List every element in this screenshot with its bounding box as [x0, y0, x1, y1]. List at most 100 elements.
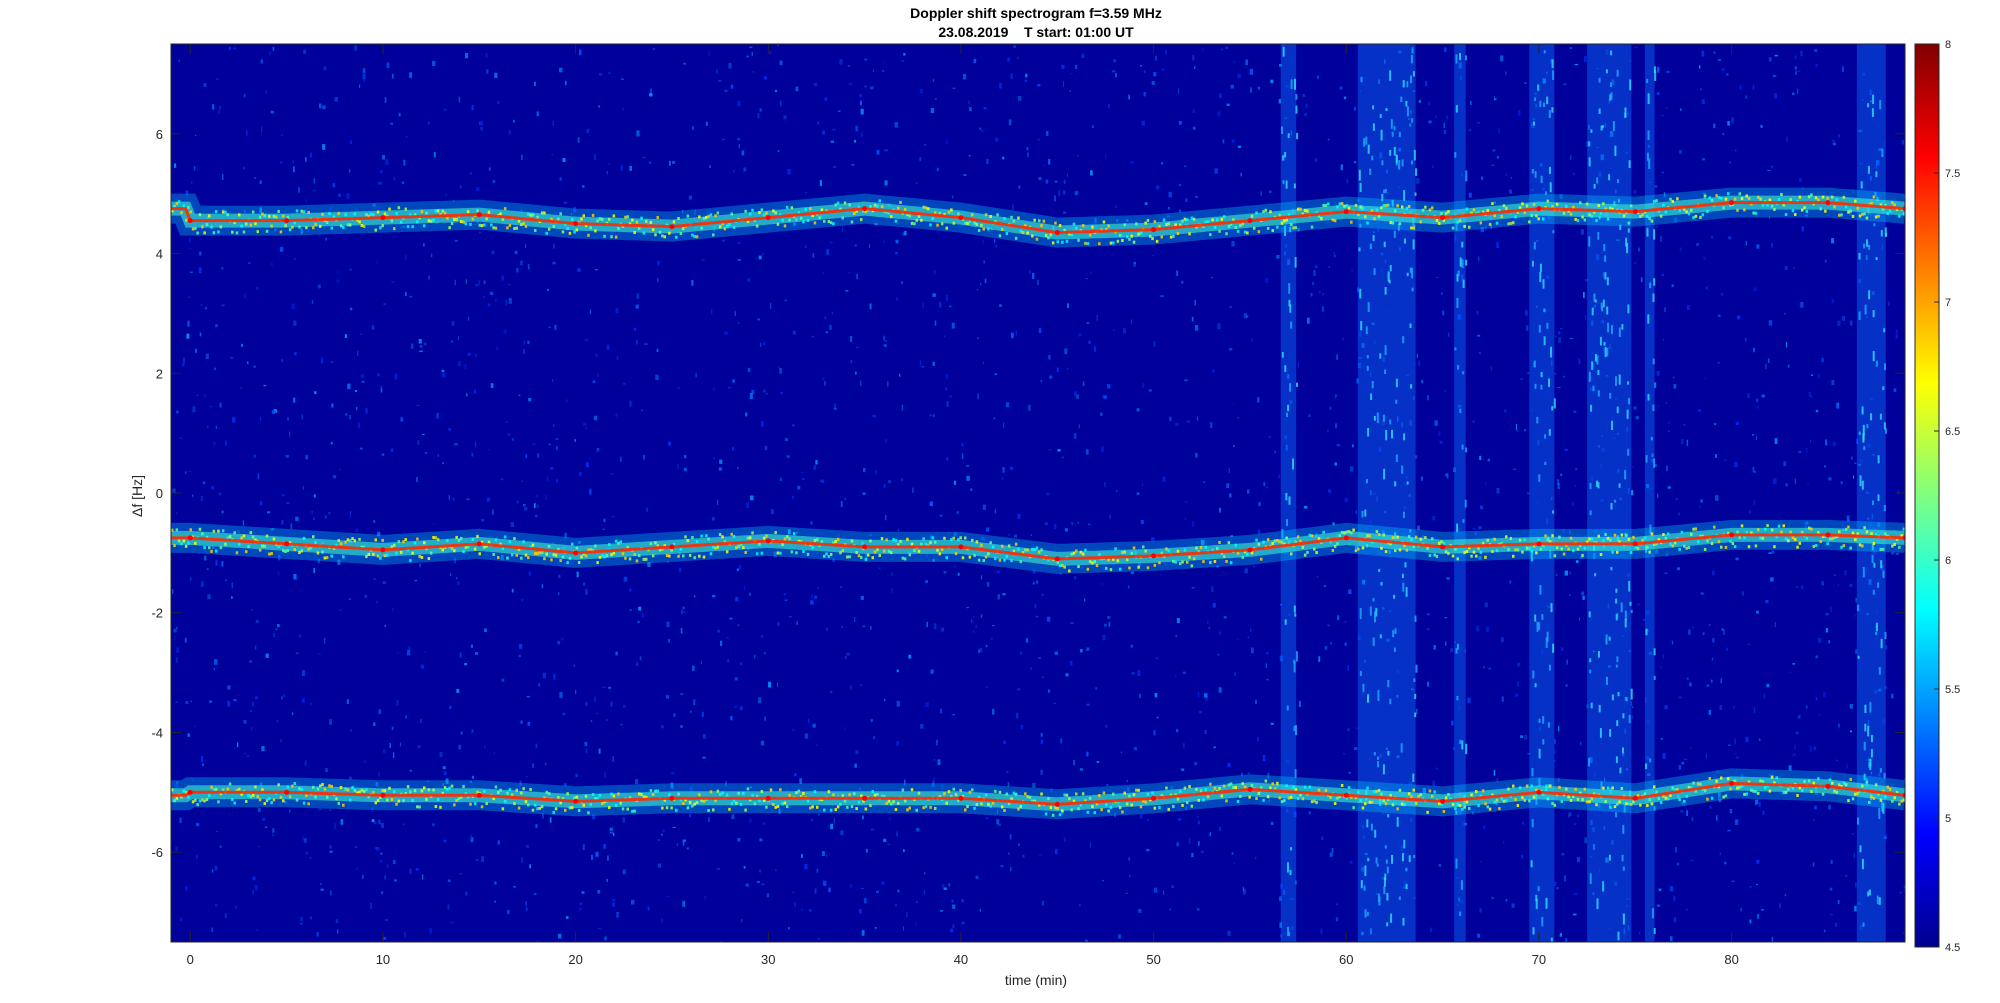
trace-speck — [1611, 207, 1614, 211]
noise-speck — [1829, 914, 1833, 916]
trace-speck — [284, 550, 287, 553]
trace-speck — [776, 551, 780, 555]
trace-speck — [1655, 199, 1658, 203]
interference-speck — [1549, 182, 1552, 193]
noise-speck — [930, 108, 935, 114]
noise-speck — [1247, 489, 1250, 494]
noise-speck — [901, 404, 904, 411]
trace-speck — [1766, 203, 1769, 207]
trace-speck — [1627, 538, 1631, 541]
noise-speck — [1645, 697, 1647, 703]
trace-speck — [1798, 195, 1802, 199]
interference-speck — [1872, 500, 1874, 506]
noise-speck — [454, 239, 458, 242]
noise-speck — [487, 449, 491, 451]
noise-speck — [1784, 312, 1786, 315]
noise-speck — [1194, 300, 1196, 306]
noise-speck — [379, 860, 382, 863]
noise-speck — [1085, 449, 1089, 455]
interference-speck — [1627, 304, 1630, 314]
trace-speck — [654, 541, 657, 545]
noise-speck — [935, 98, 937, 100]
interference-speck — [1366, 819, 1369, 828]
interference-speck — [1868, 889, 1871, 896]
noise-speck — [1788, 765, 1792, 771]
trace-speck — [672, 542, 676, 546]
noise-speck — [751, 389, 755, 395]
noise-speck — [784, 599, 788, 601]
interference-speck — [1535, 894, 1538, 901]
noise-speck — [832, 558, 835, 562]
trace-point — [1343, 209, 1349, 215]
noise-speck — [1874, 690, 1878, 694]
trace-speck — [601, 802, 604, 805]
interference-speck — [1400, 96, 1403, 103]
noise-speck — [576, 571, 579, 578]
trace-speck — [1683, 544, 1686, 548]
noise-speck — [1579, 617, 1581, 621]
noise-speck — [1386, 747, 1388, 751]
interference-speck — [1365, 136, 1368, 145]
trace-speck — [1891, 544, 1894, 548]
interference-speck — [1878, 897, 1881, 905]
trace-speck — [1431, 206, 1434, 210]
trace-speck — [443, 786, 447, 790]
trace-speck — [238, 787, 241, 791]
trace-speck — [1081, 552, 1085, 556]
interference-speck — [1289, 227, 1292, 233]
noise-speck — [1116, 218, 1119, 223]
noise-speck — [360, 447, 363, 450]
trace-speck — [920, 218, 923, 222]
noise-speck — [1364, 853, 1368, 856]
trace-speck — [358, 790, 361, 794]
noise-speck — [1546, 275, 1550, 279]
noise-speck — [946, 139, 948, 144]
trace-speck — [302, 801, 306, 805]
trace-speck — [335, 543, 338, 547]
interference-speck — [1536, 416, 1539, 424]
noise-speck — [777, 622, 780, 626]
trace-speck — [568, 806, 572, 810]
noise-speck — [1586, 141, 1589, 147]
noise-speck — [476, 187, 480, 191]
trace-speck — [1091, 561, 1094, 565]
noise-speck — [318, 653, 321, 655]
trace-speck — [450, 222, 454, 225]
noise-speck — [1211, 586, 1214, 592]
noise-speck — [975, 624, 977, 629]
trace-speck — [187, 541, 190, 545]
trace-speck — [1505, 535, 1508, 539]
trace-speck — [520, 791, 523, 795]
trace-speck — [1165, 547, 1168, 551]
trace-speck — [1468, 546, 1471, 550]
noise-speck — [393, 177, 396, 181]
noise-speck — [1832, 140, 1835, 146]
noise-speck — [1192, 55, 1195, 61]
trace-speck — [929, 223, 932, 227]
noise-speck — [1463, 508, 1467, 510]
trace-speck — [460, 536, 463, 540]
noise-speck — [1490, 224, 1493, 229]
noise-speck — [384, 624, 386, 628]
interference-speck — [1652, 404, 1655, 412]
trace-speck — [1509, 221, 1513, 225]
noise-speck — [1379, 152, 1383, 159]
noise-speck — [1626, 898, 1630, 900]
trace-speck — [423, 224, 426, 228]
noise-speck — [1162, 476, 1166, 482]
noise-speck — [1037, 138, 1040, 141]
noise-speck — [822, 130, 825, 135]
trace-speck — [1167, 549, 1170, 553]
trace-speck — [1565, 204, 1568, 208]
noise-speck — [1257, 86, 1261, 90]
noise-speck — [1461, 274, 1464, 281]
noise-speck — [933, 758, 936, 761]
noise-speck — [221, 267, 224, 270]
noise-speck — [566, 916, 569, 919]
interference-speck — [1614, 499, 1617, 503]
trace-speck — [1870, 532, 1873, 536]
trace-speck — [270, 552, 273, 555]
noise-speck — [784, 438, 789, 442]
noise-speck — [1734, 753, 1737, 755]
trace-speck — [568, 231, 572, 235]
